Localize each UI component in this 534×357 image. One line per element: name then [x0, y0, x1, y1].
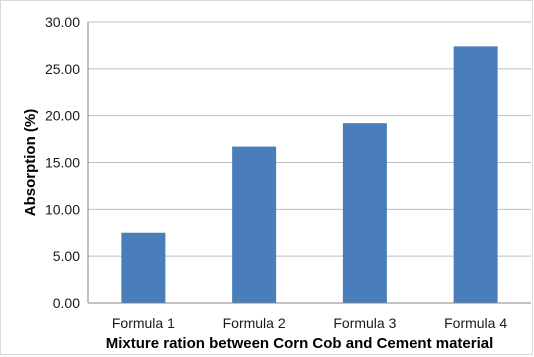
- y-tick-label: 30.00: [45, 14, 80, 30]
- y-tick-label: 25.00: [45, 61, 80, 77]
- bar-formula-3: [342, 123, 387, 303]
- bar-formula-4: [453, 46, 498, 303]
- bars: [121, 46, 498, 303]
- x-tick-label: Formula 4: [444, 315, 507, 331]
- y-tick-label: 20.00: [45, 108, 80, 124]
- bar-formula-1: [121, 232, 166, 303]
- y-tick-labels: 0.00 5.00 10.00 15.00 20.00 25.00 30.00: [45, 14, 80, 311]
- y-tick-label: 5.00: [53, 248, 80, 264]
- y-tick-label: 10.00: [45, 201, 80, 217]
- bar-formula-2: [232, 146, 277, 303]
- x-tick-label: Formula 3: [333, 315, 396, 331]
- x-tick-label: Formula 1: [112, 315, 175, 331]
- y-tick-label: 15.00: [45, 155, 80, 171]
- x-tick-label: Formula 2: [223, 315, 286, 331]
- x-tick-labels: Formula 1 Formula 2 Formula 3 Formula 4: [112, 315, 507, 331]
- y-axis-title: Absorption (%): [22, 109, 39, 216]
- axes: [87, 22, 531, 304]
- x-axis-title: Mixture ration between Corn Cob and Ceme…: [106, 335, 494, 352]
- y-tick-label: 0.00: [53, 295, 80, 311]
